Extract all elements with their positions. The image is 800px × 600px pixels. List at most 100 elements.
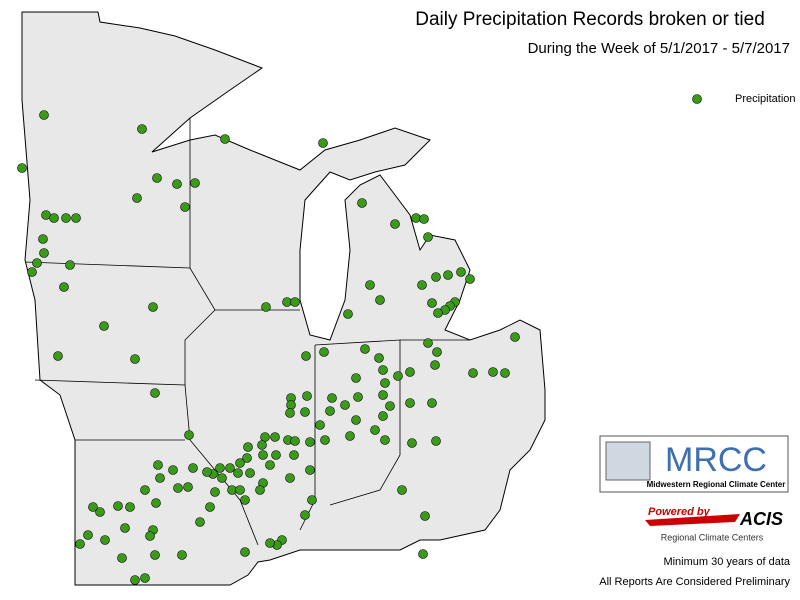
border [314,339,401,506]
station-dot [32,258,42,268]
station-dot [500,368,510,378]
mrcc-logo: MRCC Midwestern Regional Climate Center [599,435,789,493]
note: Minimum 30 years of data [663,556,790,568]
station-dot [152,173,162,183]
swoosh [645,514,740,526]
station-dot [432,347,442,357]
mrcc-text: MRCC [665,441,767,479]
legend-marker [692,94,702,104]
acis-text: ACIS [739,509,783,529]
station-dot [427,398,437,408]
station-dot [217,473,227,483]
station-dot [180,202,190,212]
station-dot [378,411,388,421]
station-dot [41,210,51,220]
station-dot [351,415,361,425]
station-dot [385,401,395,411]
station-dot [510,332,520,342]
station-dot [282,297,292,307]
station-dot [255,485,265,495]
station-dot [195,517,205,527]
station-dot [245,468,255,478]
station-dot [407,438,417,448]
subtitle: During the Week of 5/1/2017 - 5/7/2017 [528,40,790,57]
station-dot [71,213,81,223]
station-dot [360,344,370,354]
station-dot [140,573,150,583]
station-dot [113,501,123,511]
station-dot [99,321,109,331]
station-dot [286,400,296,410]
station-dot [417,280,427,290]
station-dot [405,398,415,408]
station-dot [184,430,194,440]
station-dot [390,219,400,229]
note: All Reports Are Considered Preliminary [599,576,790,588]
border [24,261,300,311]
station-dot [411,213,421,223]
station-dot [365,280,375,290]
station-dot [300,510,310,520]
station-dot [205,502,215,512]
station-dot [173,483,183,493]
station-dot [374,353,384,363]
station-dot [468,368,478,378]
station-dot [265,460,275,470]
station-dot [397,485,407,495]
station-dot [370,425,380,435]
border [34,379,259,546]
station-dot [265,538,275,548]
station-dot [225,463,235,473]
station-dot [240,495,250,505]
station-dot [431,272,441,282]
station-dot [357,198,367,208]
station-dot [378,390,388,400]
legend-label: Precipitation [735,93,796,105]
station-dot [319,347,329,357]
station-dot [488,367,498,377]
station-dot [137,124,147,134]
station-dot [302,391,312,401]
station-dot [243,442,253,452]
station-dot [433,308,443,318]
station-dot [151,498,161,508]
station-dot [53,351,63,361]
acis-logo: Powered by ACIS Regional Climate Centers [645,506,783,542]
station-dot [210,487,220,497]
station-dot [130,354,140,364]
station-dot [418,549,428,559]
stations [17,110,520,585]
station-dot [240,547,250,557]
station-dot [88,502,98,512]
station-dot [405,367,415,377]
station-dot [242,453,252,463]
station-dot [427,298,437,308]
station-dot [420,511,430,521]
station-dot [343,309,353,319]
station-dot [120,523,130,533]
station-dot [290,436,300,446]
station-dot [100,535,110,545]
station-dot [140,485,150,495]
station-dot [235,485,245,495]
station-dot [261,302,271,312]
station-dot [183,482,193,492]
station-dot [378,365,388,375]
station-dot [150,550,160,560]
station-dot [430,360,440,370]
station-dot [202,467,212,477]
station-dot [188,463,198,473]
station-dot [215,463,225,473]
station-dot [155,473,165,483]
acis-name: Regional Climate Centers [661,532,764,542]
station-dot [95,507,105,517]
station-dot [380,435,390,445]
station-dot [153,460,163,470]
station-dot [190,178,200,188]
station-dot [305,465,315,475]
station-dot [75,539,85,549]
station-dot [39,110,49,120]
station-dot [423,232,433,242]
station-dot [168,465,178,475]
